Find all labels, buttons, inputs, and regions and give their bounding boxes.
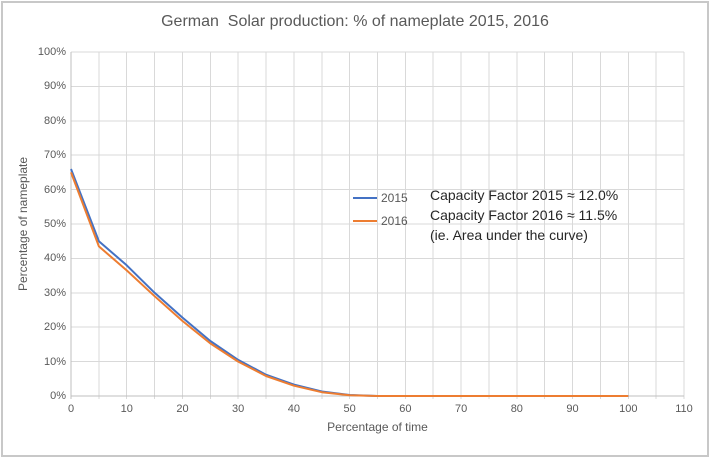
legend-swatch-2016 [353, 220, 377, 222]
x-tick-label: 30 [232, 403, 245, 415]
chart-title: German Solar production: % of nameplate … [161, 13, 549, 30]
y-tick-label: 60% [43, 183, 66, 196]
x-tick-label: 90 [566, 403, 579, 415]
x-tick-label: 110 [675, 403, 693, 415]
y-tick-label: 80% [43, 114, 66, 127]
legend: 2015 2016 [353, 191, 408, 237]
annotation-line-2: Capacity Factor 2016 ≈ 11.5% [430, 207, 618, 223]
x-axis-title: Percentage of time [327, 420, 428, 434]
capacity-factor-annotation: Capacity Factor 2015 ≈ 12.0% Capacity Fa… [430, 185, 618, 245]
legend-swatch-2015 [353, 197, 377, 199]
x-tick-label: 10 [120, 403, 133, 415]
x-tick-label: 40 [287, 403, 301, 415]
x-tick-label: 80 [510, 403, 523, 415]
x-tick-label: 20 [176, 403, 189, 415]
y-tick-label: 20% [43, 321, 66, 334]
legend-label-2015: 2015 [381, 191, 408, 205]
x-tick-label: 50 [343, 403, 356, 415]
y-axis-title: Percentage of nameplate [16, 156, 30, 292]
annotation-line-1: Capacity Factor 2015 ≈ 12.0% [430, 187, 619, 203]
y-tick-label: 10% [43, 355, 66, 368]
legend-entry-2015[interactable]: 2015 [353, 191, 408, 205]
series-line-2016 [70, 172, 629, 397]
y-tick-label: 50% [43, 218, 66, 230]
x-tick-label: 0 [67, 403, 75, 415]
x-tick-label: 100 [619, 403, 638, 415]
y-tick-label: 90% [43, 80, 66, 93]
y-tick-label: 100% [37, 46, 66, 58]
y-tick-label: 0% [50, 390, 66, 402]
y-tick-label: 70% [43, 149, 66, 162]
x-tick-label: 60 [399, 403, 412, 415]
legend-entry-2016[interactable]: 2016 [353, 214, 408, 228]
x-tick-label: 70 [454, 403, 468, 415]
annotation-line-3: (ie. Area under the curve) [430, 227, 588, 243]
y-tick-label: 40% [43, 252, 66, 265]
legend-label-2016: 2016 [381, 214, 408, 228]
y-tick-label: 30% [43, 286, 66, 299]
